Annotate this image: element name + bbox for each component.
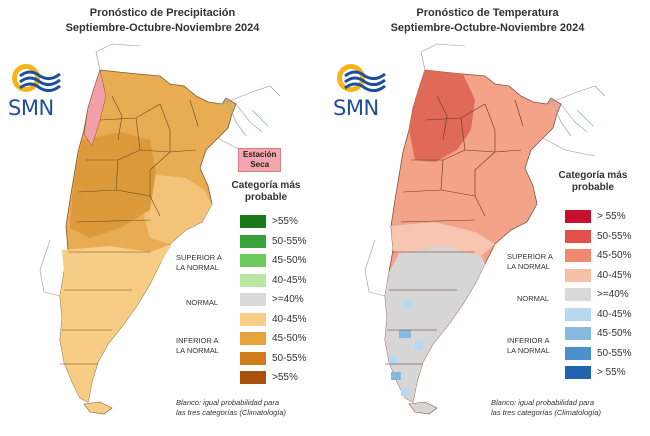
precip-legend-swatch bbox=[240, 234, 266, 248]
precip-legend-swatch bbox=[240, 273, 266, 287]
precip-group-superior-line2: LA NORMAL bbox=[176, 263, 219, 272]
dry-season-strip bbox=[83, 69, 107, 147]
precip-legend-label: 50-55% bbox=[272, 352, 307, 364]
temp-legend-title: Categoría más probable bbox=[545, 170, 641, 194]
temp-legend-label: >=40% bbox=[597, 289, 629, 300]
precip-legend-swatch bbox=[240, 254, 266, 267]
precip-legend-title-line2: probable bbox=[244, 192, 288, 203]
precip-group-normal: NORMAL bbox=[186, 298, 219, 307]
temperature-title: Pronóstico de Temperatura Septiembre-Oct… bbox=[325, 6, 650, 36]
precip-note-line1: Blanco: igual probabilidad para bbox=[176, 398, 279, 407]
north-region-dark bbox=[409, 70, 475, 162]
precip-note: Blanco: igual probabilidad para las tres… bbox=[176, 398, 286, 418]
transition-light bbox=[391, 222, 495, 256]
rivers bbox=[225, 97, 269, 137]
precip-legend-label: >55% bbox=[272, 372, 298, 383]
precip-note-line2: las tres categorías (Climatología) bbox=[176, 408, 287, 417]
dry-season-line1: Estación bbox=[243, 150, 277, 159]
temp-legend-label: > 55% bbox=[597, 211, 626, 222]
blue-patches bbox=[389, 300, 423, 396]
temperature-map bbox=[364, 43, 606, 415]
temp-legend-swatch bbox=[565, 307, 591, 321]
temp-note: Blanco: igual probabilidad para las tres… bbox=[491, 398, 601, 418]
precip-legend-title: Categoría más probable bbox=[218, 180, 314, 204]
precip-legend-label: 45-50% bbox=[272, 333, 307, 344]
precip-legend-swatch bbox=[240, 215, 266, 228]
precipitation-map bbox=[39, 43, 281, 415]
precip-legend-swatch bbox=[240, 332, 266, 345]
precip-legend-swatch bbox=[240, 312, 266, 326]
center-region-dark bbox=[70, 132, 156, 238]
precip-group-inferior-line2: LA NORMAL bbox=[176, 346, 219, 355]
tierra-del-fuego bbox=[408, 401, 438, 415]
temp-legend-swatch bbox=[565, 346, 591, 360]
precipitation-panel: Pronóstico de Precipitación Septiembre-O… bbox=[0, 6, 325, 418]
temp-group-superior-line1: SUPERIOR A bbox=[507, 252, 553, 261]
province-borders bbox=[60, 95, 199, 365]
precip-legend-label: >55% bbox=[272, 216, 298, 227]
temperature-title-line1: Pronóstico de Temperatura bbox=[416, 7, 559, 19]
smn-sun-wave-icon bbox=[337, 64, 386, 93]
precip-group-superior: SUPERIOR A LA NORMAL bbox=[176, 253, 222, 273]
temp-legend-label: 45-50% bbox=[597, 250, 632, 261]
precip-legend-label: 40-45% bbox=[272, 313, 307, 325]
smn-logo: SMN bbox=[6, 60, 68, 126]
smn-logo-text: SMN bbox=[333, 96, 379, 120]
precipitation-title: Pronóstico de Precipitación Septiembre-O… bbox=[0, 6, 325, 36]
temp-group-inferior-line1: INFERIOR A bbox=[507, 336, 550, 345]
temp-legend-label: 40-45% bbox=[597, 308, 632, 320]
temp-legend-label: 50-55% bbox=[597, 347, 632, 359]
smn-logo-text: SMN bbox=[8, 96, 54, 120]
dry-season-line2: Seca bbox=[250, 160, 270, 169]
province-borders bbox=[385, 95, 524, 365]
precip-legend-swatch bbox=[240, 351, 266, 365]
precip-legend-swatch bbox=[240, 293, 266, 306]
temp-group-superior: SUPERIOR A LA NORMAL bbox=[507, 252, 553, 272]
rivers bbox=[550, 97, 594, 137]
precip-legend-label: 45-50% bbox=[272, 255, 307, 266]
temp-legend-label: > 55% bbox=[597, 367, 626, 378]
precip-legend-label: 40-45% bbox=[272, 274, 307, 286]
precip-group-inferior-line1: INFERIOR A bbox=[176, 336, 219, 345]
temp-note-line2: las tres categorías (Climatología) bbox=[491, 408, 602, 417]
temperature-panel: Pronóstico de Temperatura Septiembre-Oct… bbox=[325, 0, 650, 436]
temp-group-normal: NORMAL bbox=[517, 294, 550, 303]
temp-legend-label: 40-45% bbox=[597, 269, 632, 281]
temp-group-superior-line2: LA NORMAL bbox=[507, 262, 550, 271]
precip-legend-title-line1: Categoría más bbox=[231, 180, 301, 191]
smn-sun-wave-icon bbox=[12, 64, 61, 93]
east-region-light bbox=[142, 174, 212, 244]
precip-legend-swatch bbox=[240, 371, 266, 384]
precip-legend-label: >=40% bbox=[272, 294, 304, 305]
temp-legend-title-line1: Categoría más bbox=[558, 170, 628, 181]
temperature-title-line2: Septiembre-Octubre-Noviembre 2024 bbox=[390, 22, 585, 34]
dry-season-label: Estación Seca bbox=[238, 148, 282, 172]
temp-legend-swatch bbox=[565, 249, 591, 262]
precipitation-title-line1: Pronóstico de Precipitación bbox=[89, 7, 236, 19]
temp-legend-swatch bbox=[565, 366, 591, 379]
tierra-del-fuego bbox=[83, 401, 113, 415]
temp-legend-swatch bbox=[565, 210, 591, 223]
temp-legend-swatch bbox=[565, 229, 591, 243]
temp-group-inferior-line2: LA NORMAL bbox=[507, 346, 550, 355]
precip-legend-label: 50-55% bbox=[272, 235, 307, 247]
precipitation-title-line2: Septiembre-Octubre-Noviembre 2024 bbox=[65, 22, 260, 34]
south-region-light bbox=[60, 244, 172, 402]
temp-legend-title-line2: probable bbox=[571, 182, 615, 193]
neighbor-borders bbox=[364, 43, 606, 297]
south-region-grey bbox=[385, 246, 485, 402]
temp-legend-swatch bbox=[565, 268, 591, 282]
temp-note-line1: Blanco: igual probabilidad para bbox=[491, 398, 594, 407]
precip-group-superior-line1: SUPERIOR A bbox=[176, 253, 222, 262]
precip-group-inferior: INFERIOR A LA NORMAL bbox=[176, 336, 219, 356]
temp-legend-swatch bbox=[565, 327, 591, 340]
smn-logo: SMN bbox=[331, 60, 393, 126]
temp-legend-label: 50-55% bbox=[597, 230, 632, 242]
temp-legend-swatch bbox=[565, 288, 591, 301]
temp-legend-label: 45-50% bbox=[597, 328, 632, 339]
temp-group-inferior: INFERIOR A LA NORMAL bbox=[507, 336, 550, 356]
